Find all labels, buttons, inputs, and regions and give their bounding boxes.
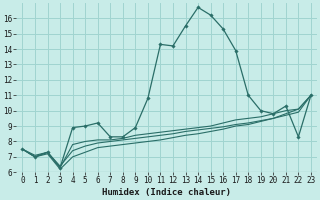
X-axis label: Humidex (Indice chaleur): Humidex (Indice chaleur) (102, 188, 231, 197)
